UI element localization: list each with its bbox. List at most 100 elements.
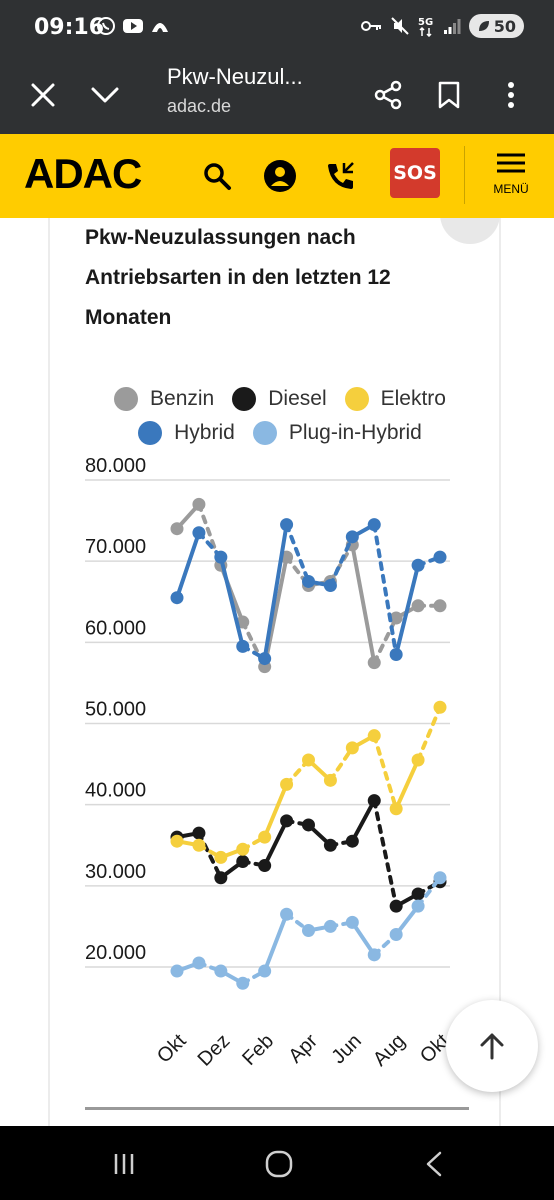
data-point-hybrid xyxy=(389,648,403,662)
sos-button[interactable]: SOS xyxy=(390,148,440,198)
phone-icon xyxy=(328,162,354,189)
data-point-hybrid xyxy=(367,518,381,532)
series-segment-diesel xyxy=(372,798,399,909)
data-point-hybrid xyxy=(280,518,294,532)
series-segment-hybrid xyxy=(372,522,399,657)
y-tick-label: 80.000 xyxy=(85,455,146,477)
data-point-plug-in-hybrid xyxy=(367,948,381,962)
series-segment-elektro xyxy=(328,745,355,783)
data-point-hybrid xyxy=(323,579,337,593)
data-point-elektro xyxy=(367,729,381,743)
search-button[interactable] xyxy=(193,152,241,200)
series-segment-hybrid xyxy=(284,522,311,584)
more-vert-icon xyxy=(508,82,514,108)
legend-label: Plug-in-Hybrid xyxy=(288,421,422,444)
collapse-button[interactable] xyxy=(80,70,130,120)
home-icon xyxy=(265,1150,293,1178)
data-point-hybrid xyxy=(236,639,250,653)
data-point-plug-in-hybrid xyxy=(302,923,315,937)
call-button[interactable] xyxy=(317,152,365,200)
legend-label: Elektro xyxy=(380,387,446,410)
data-point-diesel xyxy=(258,859,272,873)
series-segment-hybrid xyxy=(175,530,201,600)
data-point-elektro xyxy=(389,802,403,816)
legend-item-diesel[interactable]: Diesel xyxy=(232,387,327,411)
data-point-elektro xyxy=(302,753,315,767)
section-divider xyxy=(85,1107,469,1110)
more-options-button[interactable] xyxy=(486,70,536,120)
data-point-diesel xyxy=(323,838,337,852)
y-tick-label: 50.000 xyxy=(85,699,146,721)
back-icon xyxy=(426,1151,442,1177)
legend-label: Diesel xyxy=(268,387,327,410)
site-header: ADAC SOS MENÜ xyxy=(0,134,554,218)
legend-dot xyxy=(344,387,369,411)
legend-label: Hybrid xyxy=(174,421,235,444)
signal-icon xyxy=(443,19,461,34)
legend-label: Benzin xyxy=(150,387,215,410)
chart-title-line: Pkw-Neuzulassungen nach xyxy=(85,226,356,249)
mute-icon xyxy=(391,17,409,35)
page-title[interactable]: Pkw-Neuzul... xyxy=(167,64,303,89)
x-tick-label: Aug xyxy=(369,1030,410,1071)
x-tick-label: Jun xyxy=(328,1030,366,1068)
legend-item-plug-in-hybrid[interactable]: Plug-in-Hybrid xyxy=(252,421,422,445)
data-point-benzin xyxy=(170,522,184,536)
data-point-elektro xyxy=(236,842,250,856)
bookmark-button[interactable] xyxy=(424,70,474,120)
data-point-elektro xyxy=(170,834,184,848)
legend-item-benzin[interactable]: Benzin xyxy=(114,387,214,411)
menu-button[interactable]: MENÜ xyxy=(486,152,536,212)
series-segment-plug-in-hybrid xyxy=(262,912,289,974)
home-button[interactable] xyxy=(259,1144,299,1184)
search-icon xyxy=(204,163,231,190)
card-border xyxy=(48,218,50,1126)
data-point-elektro xyxy=(280,777,294,791)
key-icon xyxy=(360,21,381,31)
system-nav-bar xyxy=(0,1126,554,1200)
browser-toolbar: Pkw-Neuzul... adac.de xyxy=(0,56,554,134)
recent-apps-button[interactable] xyxy=(104,1144,144,1184)
app-icon xyxy=(152,23,168,32)
line-chart: 80.000 70.000 60.000 50.000 40.000 30.000 20.0… xyxy=(85,455,454,1071)
data-point-plug-in-hybrid xyxy=(192,956,206,970)
data-point-diesel xyxy=(192,826,206,840)
account-button[interactable] xyxy=(256,152,304,200)
battery-level: 50 xyxy=(493,16,516,36)
close-tab-button[interactable] xyxy=(18,70,68,120)
data-point-elektro xyxy=(345,741,359,755)
y-tick-label: 40.000 xyxy=(85,780,146,802)
scroll-to-top-button[interactable] xyxy=(446,1000,538,1092)
page-url[interactable]: adac.de xyxy=(167,96,232,116)
adac-logo[interactable]: ADAC xyxy=(24,150,142,197)
article-content: Pkw-Neuzulassungen nach Antriebsarten in… xyxy=(0,218,554,1126)
series-segment-diesel xyxy=(350,798,377,844)
data-point-plug-in-hybrid xyxy=(411,899,425,913)
data-point-plug-in-hybrid xyxy=(236,976,250,990)
card-border xyxy=(499,218,501,1126)
recent-apps-icon xyxy=(114,1154,134,1174)
series-segment-hybrid xyxy=(218,555,245,649)
y-tick-label: 60.000 xyxy=(85,617,146,639)
data-point-plug-in-hybrid xyxy=(323,919,337,933)
data-point-plug-in-hybrid xyxy=(170,964,184,978)
data-point-hybrid xyxy=(411,558,425,572)
chart-title-line: Monaten xyxy=(85,306,172,329)
series-segment-plug-in-hybrid xyxy=(350,920,377,957)
header-divider xyxy=(464,146,465,204)
data-point-hybrid xyxy=(302,574,315,588)
data-point-diesel xyxy=(367,794,381,808)
legend-dot xyxy=(114,387,139,411)
x-tick-label: Apr xyxy=(284,1030,322,1068)
x-tick-label: Okt xyxy=(153,1030,191,1068)
data-point-elektro xyxy=(323,773,337,787)
share-button[interactable] xyxy=(363,70,413,120)
legend-item-hybrid[interactable]: Hybrid xyxy=(138,421,235,445)
legend-item-elektro[interactable]: Elektro xyxy=(344,387,446,411)
back-button[interactable] xyxy=(414,1144,454,1184)
hamburger-icon xyxy=(497,153,525,173)
data-point-benzin xyxy=(433,599,447,613)
status-time: 09:16 xyxy=(34,15,105,40)
y-tick-label: 30.000 xyxy=(85,861,146,883)
series-segment-elektro xyxy=(262,782,289,840)
